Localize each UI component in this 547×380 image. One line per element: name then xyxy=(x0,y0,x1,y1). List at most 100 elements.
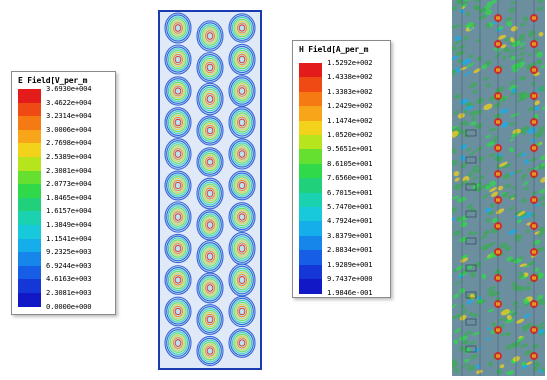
h-field-texture-mark xyxy=(505,332,512,337)
h-field-texture-mark xyxy=(461,363,470,368)
h-field-texture-mark xyxy=(468,150,477,156)
h-field-texture-mark xyxy=(540,64,546,69)
legend-tick-label: 5.7470e+001 xyxy=(327,202,373,211)
e-field-contour-cell xyxy=(228,263,256,297)
legend-swatch xyxy=(299,279,322,294)
h-field-texture-mark xyxy=(537,0,544,4)
h-field-texture-mark xyxy=(468,110,478,117)
h-field-texture-mark xyxy=(485,217,491,223)
legend-swatch xyxy=(18,102,41,117)
h-field-texture-mark xyxy=(520,343,529,349)
h-field-texture-mark xyxy=(483,103,493,111)
h-field-texture-mark xyxy=(534,132,539,139)
legend-swatch xyxy=(18,265,41,280)
h-field-texture-mark xyxy=(522,181,529,186)
h-field-texture-mark xyxy=(498,318,504,322)
h-field-texture-mark xyxy=(481,183,491,189)
h-field-texture-mark xyxy=(472,165,479,170)
e-field-contour-cell xyxy=(196,115,224,146)
h-field-texture-mark xyxy=(511,88,517,94)
h-field-texture-mark xyxy=(500,108,509,114)
h-field-texture-mark xyxy=(453,94,461,99)
h-field-texture-mark xyxy=(507,310,514,315)
h-field-texture-mark xyxy=(475,123,483,128)
h-field-texture-mark xyxy=(522,302,532,307)
h-field-texture-mark xyxy=(517,273,525,279)
h-field-texture-mark xyxy=(518,255,524,260)
h-field-texture-mark xyxy=(487,285,496,292)
legend-swatch xyxy=(299,192,322,208)
h-field-texture-mark xyxy=(502,55,507,61)
legend-swatch xyxy=(299,120,322,136)
e-field-plot xyxy=(158,10,262,370)
h-field-texture-mark xyxy=(461,179,469,185)
legend-swatch xyxy=(18,129,41,144)
h-field-texture-mark xyxy=(513,257,523,264)
legend-tick-label: 2.7698e+004 xyxy=(46,138,92,148)
h-field-texture-mark xyxy=(473,261,482,268)
h-field-texture-mark xyxy=(481,234,488,240)
h-field-texture-mark xyxy=(449,303,457,310)
legend-swatch xyxy=(299,264,322,280)
h-field-texture-mark xyxy=(463,330,473,337)
h-field-texture-mark xyxy=(511,132,519,138)
e-field-legend-title: E Field[V_per_m xyxy=(18,76,88,85)
e-field-plot-canvas xyxy=(158,10,262,370)
legend-swatch xyxy=(299,135,322,150)
h-field-texture-mark xyxy=(508,54,513,58)
e-field-contour-cell xyxy=(196,240,224,273)
legend-swatch xyxy=(299,163,322,179)
legend-tick-label: 3.4622e+004 xyxy=(46,97,92,107)
legend-tick-label: 1.1474e+002 xyxy=(327,115,373,125)
h-field-texture-mark xyxy=(529,62,537,68)
h-field-texture-mark xyxy=(533,239,541,245)
h-field-texture-mark xyxy=(522,328,527,333)
h-field-texture-mark xyxy=(524,125,530,131)
h-field-texture-mark xyxy=(449,6,457,12)
h-field-texture-mark xyxy=(538,32,544,37)
legend-tick-label: 4.7924e+001 xyxy=(327,216,373,226)
h-field-texture-mark xyxy=(501,163,512,169)
legend-tick-label: 9.5651e+001 xyxy=(327,144,373,154)
legend-swatch xyxy=(18,225,41,240)
h-field-texture-mark xyxy=(481,64,488,70)
h-field-texture-mark xyxy=(483,76,490,81)
h-field-texture-mark xyxy=(485,337,491,341)
h-field-texture-mark xyxy=(518,91,528,99)
legend-swatch xyxy=(299,207,322,222)
e-field-contour-cell xyxy=(196,177,224,210)
h-field-texture-mark xyxy=(538,235,542,239)
h-field-texture-mark xyxy=(464,102,471,106)
h-field-texture-mark xyxy=(464,35,469,41)
legend-swatch xyxy=(299,235,322,251)
h-field-texture-mark xyxy=(534,113,539,119)
h-field-texture-mark xyxy=(515,238,522,242)
h-field-texture-mark xyxy=(480,174,485,180)
h-field-texture-mark xyxy=(518,286,526,292)
e-field-contour-cell xyxy=(228,106,256,139)
h-field-texture-mark xyxy=(461,58,472,65)
h-field-texture-mark xyxy=(500,309,510,316)
h-field-texture-mark xyxy=(521,198,527,204)
legend-tick-label: 1.3383e+002 xyxy=(327,86,373,96)
h-field-texture-mark xyxy=(524,350,533,356)
h-field-texture-mark xyxy=(467,265,473,269)
h-field-texture-mark xyxy=(510,55,516,61)
h-field-texture-mark xyxy=(503,47,509,52)
h-field-texture-mark xyxy=(525,286,531,291)
e-field-contour-cell xyxy=(164,107,192,138)
h-field-texture-mark xyxy=(489,203,495,208)
h-field-texture-mark xyxy=(489,180,496,187)
h-field-texture-mark xyxy=(534,48,540,54)
h-field-texture-mark xyxy=(534,100,540,106)
h-field-texture-mark xyxy=(538,195,546,202)
h-field-structure-slot xyxy=(465,156,477,164)
h-field-texture-mark xyxy=(511,281,517,287)
h-field-texture-mark xyxy=(518,46,526,51)
legend-swatch xyxy=(18,293,41,308)
legend-tick-label: 1.4338e+002 xyxy=(327,72,373,82)
h-field-texture-mark xyxy=(466,298,475,305)
legend-swatch xyxy=(299,178,322,194)
h-field-texture-mark xyxy=(461,268,470,275)
h-field-texture-mark xyxy=(462,162,467,168)
